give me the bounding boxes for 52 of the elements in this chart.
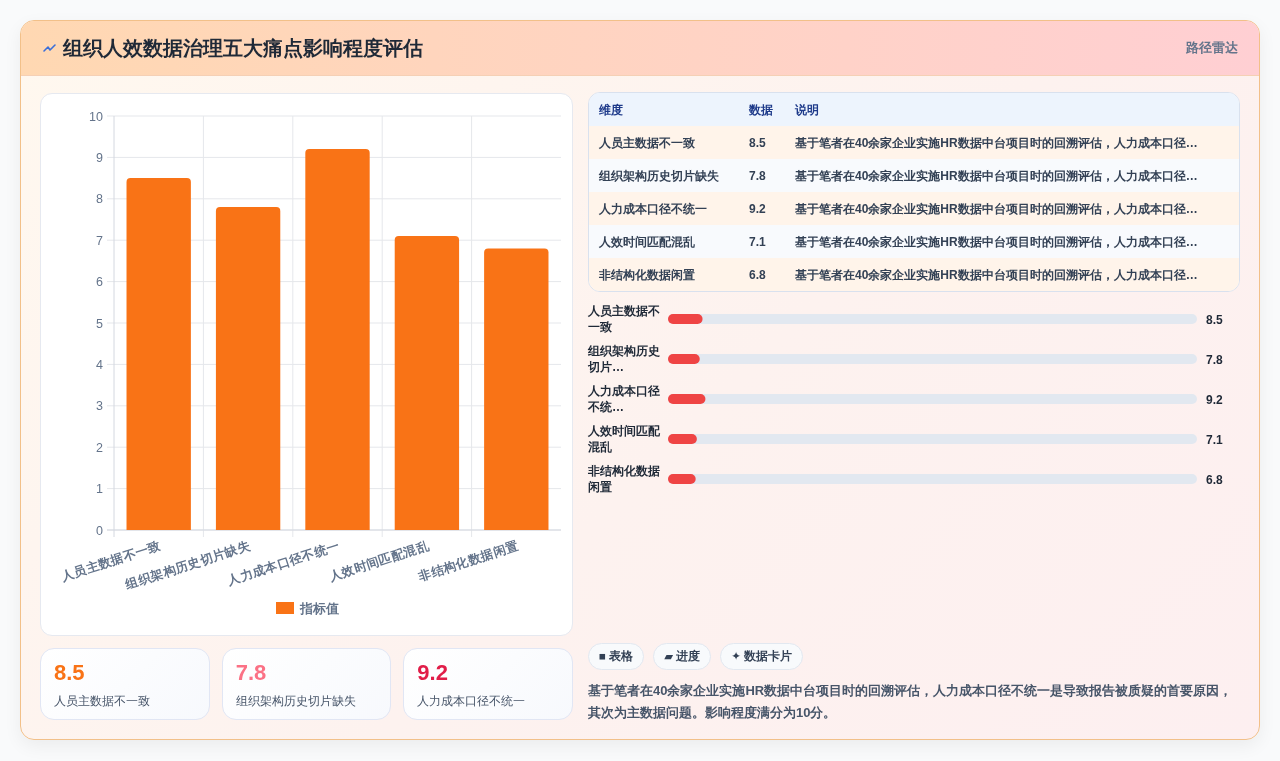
data-label: 6.8 [1206,472,1223,487]
data-label: 7.1 [749,234,766,250]
table-header: 维度 [599,102,623,118]
y-tick: 5 [96,316,103,331]
data-label: 7.8 [749,168,766,184]
y-tick: 非结构化数据闲置 [588,463,661,495]
table-cell: 基于笔者在40余家企业实施HR数据中台项目时的回溯评估，人力成本口径… [795,135,1198,151]
annotation: 路径雷达 [1186,39,1238,57]
note: 基于笔者在40余家企业实施HR数据中台项目时的回溯评估，人力成本口径不统一是导致报告被质疑的首要原因，其次为主数据问题。影响程度满分为10分。 [588,682,1234,722]
data-label: 9.2 [417,659,448,687]
y-tick: 组织架构历史切片… [588,343,661,375]
y-tick: 4 [96,357,103,372]
y-tick: 3 [96,399,103,414]
button: ✦ 数据卡片 [720,643,804,670]
card-label: 人员主数据不一致 [54,693,150,709]
y-tick: 人效时间匹配混乱 [588,423,661,455]
table-cell: 基于笔者在40余家企业实施HR数据中台项目时的回溯评估，人力成本口径… [795,234,1198,250]
data-label: 7.1 [1206,432,1223,447]
data-label: 7.8 [1206,352,1223,367]
table-cell: 非结构化数据闲置 [599,267,695,283]
table-header: 说明 [795,102,819,118]
button: ▰ 进度 [653,643,712,670]
legend-label: 指标值 [300,601,339,616]
data-label: 8.5 [54,659,85,687]
table-cell: 基于笔者在40余家企业实施HR数据中台项目时的回溯评估，人力成本口径… [795,267,1198,283]
button: ■ 表格 [588,643,645,670]
data-label: 6.8 [749,267,766,283]
table-cell: 人员主数据不一致 [599,135,695,151]
card-label: 人力成本口径不统一 [417,693,526,709]
y-tick: 6 [96,275,103,290]
data-label: 7.8 [235,659,267,687]
y-tick: 9 [96,150,103,165]
table-cell: 基于笔者在40余家企业实施HR数据中台项目时的回溯评估，人力成本口径… [795,201,1198,217]
y-tick: 7 [96,233,103,248]
data-label: 8.5 [1206,312,1223,327]
data-label: 9.2 [1206,392,1223,407]
y-tick: 10 [89,109,103,124]
card-label: 组织架构历史切片缺失 [235,693,356,709]
y-tick: 2 [96,440,103,455]
table-cell: 基于笔者在40余家企业实施HR数据中台项目时的回溯评估，人力成本口径… [795,168,1198,184]
data-label: 8.5 [749,135,766,151]
data-label: 9.2 [749,201,766,217]
y-tick: 8 [96,192,103,207]
table-header: 数据 [749,102,773,118]
y-tick: 人力成本口径不统… [588,383,661,415]
table-cell: 人力成本口径不统一 [599,201,707,217]
y-tick: 1 [96,482,103,497]
y-tick: 0 [96,523,103,538]
title: 组织人效数据治理五大痛点影响程度评估 [63,36,423,61]
y-tick: 人员主数据不一致 [588,303,661,335]
table-cell: 组织架构历史切片缺失 [599,168,719,184]
table-cell: 人效时间匹配混乱 [599,234,695,250]
